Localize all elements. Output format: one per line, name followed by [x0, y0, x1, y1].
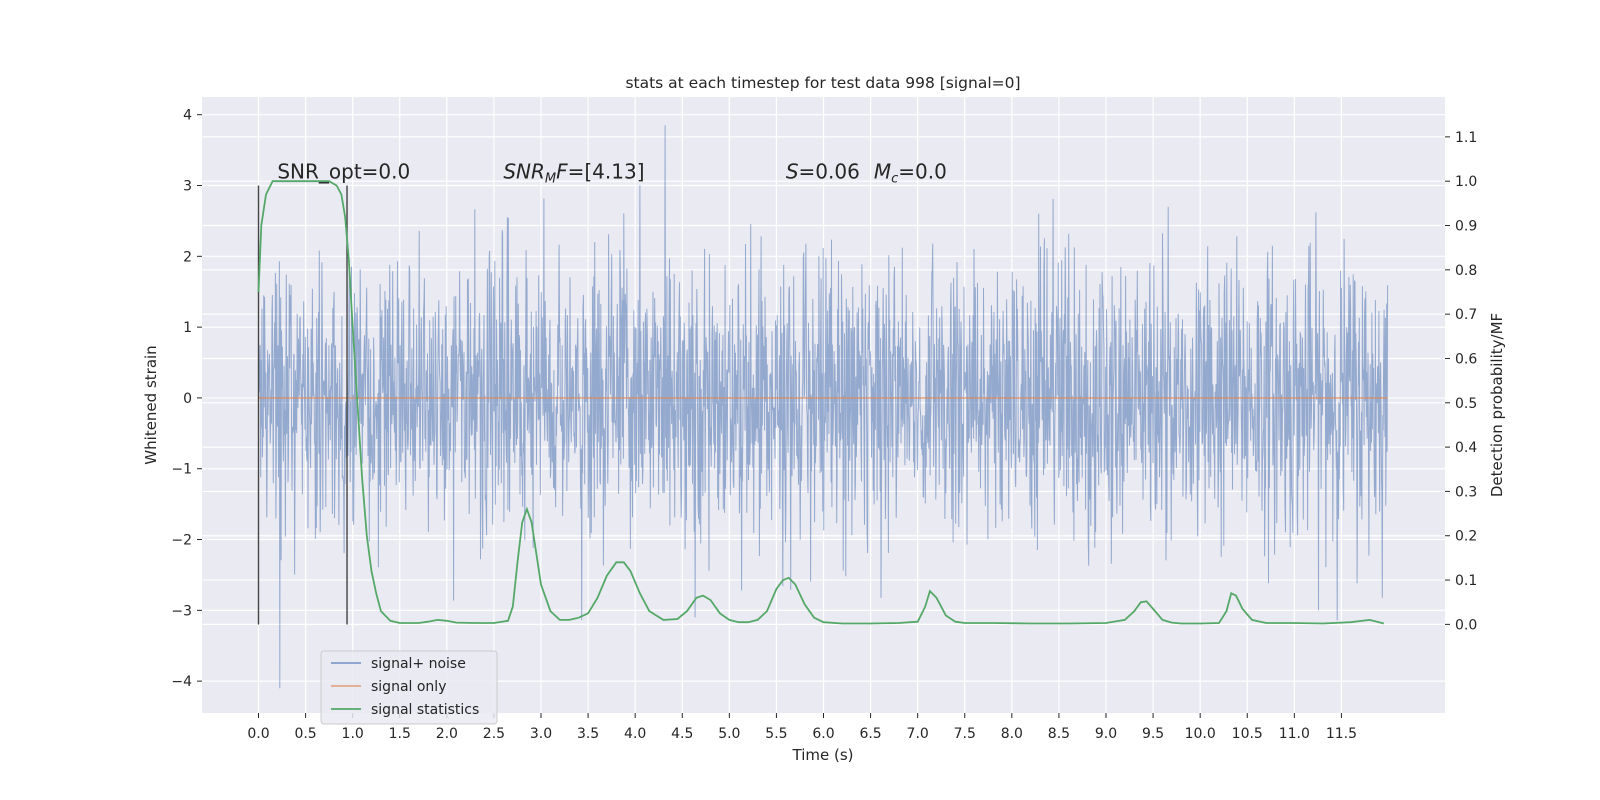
x-axis-ticks: 0.0 0.5 1.0 1.5 2.0 2.5 3.0 3.5 4.0 4.5 5.0 5.5 6.0 6…: [247, 713, 1357, 742]
annotation-snr-mf: SNRMF=[4.13]: [503, 159, 644, 186]
y-right-tick-label: 0.1: [1455, 573, 1477, 589]
y-right-tick-label: 0.6: [1455, 351, 1477, 367]
x-tick-label: 7.5: [954, 726, 976, 742]
x-tick-label: 8.0: [1001, 726, 1023, 742]
legend-label-signal-only: signal only: [371, 679, 446, 695]
x-tick-label: 11.0: [1279, 726, 1310, 742]
x-tick-label: 8.5: [1048, 726, 1070, 742]
chart-title: stats at each timestep for test data 998…: [625, 74, 1020, 92]
y-right-tick-label: 0.7: [1455, 307, 1477, 323]
y-left-tick-label: −1: [171, 462, 192, 478]
y-right-tick-label: 0.5: [1455, 396, 1477, 412]
legend: signal+ noise signal only signal statist…: [320, 650, 498, 725]
y-left-tick-label: 2: [183, 249, 192, 265]
y-right-tick-label: 0.3: [1455, 484, 1477, 500]
y-left-tick-label: 0: [183, 391, 192, 407]
y-right-axis-label: Detection probability/MF: [1488, 313, 1506, 497]
x-tick-label: 4.5: [671, 726, 693, 742]
y-right-axis-ticks: 0.0 0.1 0.2 0.3 0.4 0.5 0.6 0.7 0.8 0.9 1.0 1.1: [1445, 130, 1477, 633]
legend-label-signal-statistics: signal statistics: [371, 702, 479, 718]
y-left-tick-label: 4: [183, 108, 192, 124]
x-tick-label: 1.5: [389, 726, 411, 742]
x-tick-label: 1.0: [342, 726, 364, 742]
x-tick-label: 3.5: [577, 726, 599, 742]
series-signal-statistics: [257, 180, 1385, 625]
x-tick-label: 6.5: [859, 726, 881, 742]
x-tick-label: 5.0: [718, 726, 740, 742]
x-tick-label: 10.5: [1232, 726, 1263, 742]
x-axis-label: Time (s): [792, 746, 854, 764]
y-left-tick-label: 1: [183, 320, 192, 336]
y-right-tick-label: 1.0: [1455, 174, 1477, 190]
annotation-s-mc: S=0.06 Mc=0.0: [786, 159, 947, 186]
legend-box: [320, 650, 498, 725]
x-tick-label: 4.0: [624, 726, 646, 742]
y-right-tick-label: 0.4: [1455, 440, 1477, 456]
y-right-tick-label: 0.9: [1455, 219, 1477, 235]
y-left-tick-label: −2: [171, 533, 192, 549]
x-tick-label: 9.0: [1095, 726, 1117, 742]
y-left-tick-label: −3: [171, 603, 192, 619]
y-left-tick-label: 3: [183, 179, 192, 195]
x-tick-label: 2.0: [436, 726, 458, 742]
series-signal-noise: [258, 125, 1389, 689]
x-tick-label: 0.0: [247, 726, 269, 742]
y-left-axis-ticks: −4 −3 −2 −1 0 1 2 3 4: [171, 108, 202, 690]
y-right-tick-label: 0.0: [1455, 617, 1477, 633]
x-tick-label: 3.0: [530, 726, 552, 742]
annotation-snr-opt: SNR_opt=0.0: [277, 159, 410, 183]
y-right-tick-label: 0.8: [1455, 263, 1477, 279]
y-right-tick-label: 1.1: [1455, 130, 1477, 146]
x-tick-label: 9.5: [1142, 726, 1164, 742]
legend-label-signal-noise: signal+ noise: [371, 656, 466, 672]
x-tick-label: 2.5: [483, 726, 505, 742]
y-left-tick-label: −4: [171, 674, 192, 690]
y-left-axis-label: Whitened strain: [142, 345, 160, 464]
y-right-tick-label: 0.2: [1455, 529, 1477, 545]
x-tick-label: 6.0: [812, 726, 834, 742]
x-tick-label: 10.0: [1185, 726, 1216, 742]
x-tick-label: 7.0: [907, 726, 929, 742]
x-tick-label: 11.5: [1326, 726, 1357, 742]
x-tick-label: 0.5: [294, 726, 316, 742]
x-tick-label: 5.5: [765, 726, 787, 742]
